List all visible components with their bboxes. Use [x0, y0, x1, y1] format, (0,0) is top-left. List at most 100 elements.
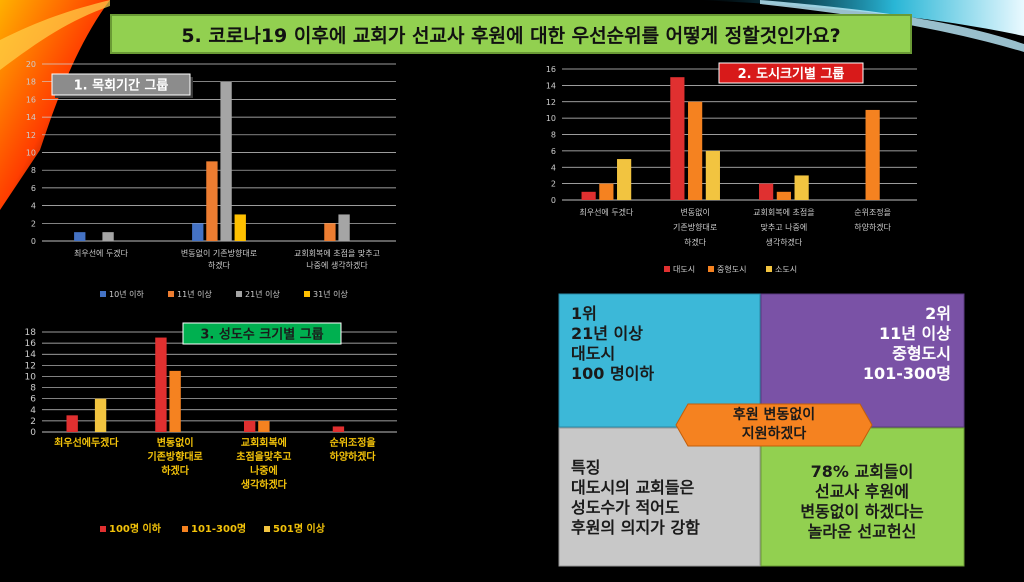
x-category-label-line: 맞추고 나중에 [761, 222, 808, 232]
y-tick-label: 8 [30, 384, 36, 394]
legend-swatch [100, 526, 106, 532]
bar [776, 191, 791, 200]
summary-line: 대도시의 교회들은 [571, 478, 695, 497]
x-category-label-line: 생각하겠다 [765, 237, 802, 247]
x-category-label-line: 순위조정을 [854, 207, 891, 217]
x-category-label-line: 최우선에 두겠다 [74, 248, 129, 258]
summary-center-badge [675, 403, 873, 447]
y-tick-label: 4 [31, 202, 36, 211]
summary-cell-bottom-left [558, 427, 761, 567]
summary-line: 대도시 [571, 344, 616, 363]
legend-swatch [304, 291, 310, 297]
y-tick-label: 12 [26, 131, 36, 140]
bar [705, 150, 720, 200]
bar [581, 191, 596, 200]
summary-line: 변동없이 하겠다는 [800, 502, 924, 521]
x-category-label-line: 하겠다 [161, 464, 189, 477]
bar [155, 337, 167, 432]
y-tick-label: 18 [25, 328, 37, 338]
x-category-label-line: 나중에 생각하겠다 [306, 260, 368, 270]
summary-top-left-text: 1위 21년 이상 대도시 100 명이하 [571, 304, 771, 424]
legend-label: 10년 이하 [109, 289, 144, 299]
x-category-label-line: 최우선에두겠다 [54, 436, 119, 449]
y-tick-label: 6 [551, 147, 556, 156]
legend-swatch [236, 291, 242, 297]
x-category-label-line: 교회회복에 초점을 맞추고 [294, 248, 380, 258]
summary-line: 후원의 의지가 강함 [571, 518, 700, 537]
summary-line: 78% 교회들이 [810, 462, 914, 481]
x-category-label-line: 하양하겠다 [854, 222, 891, 232]
y-tick-label: 12 [546, 98, 556, 107]
legend-swatch [168, 291, 174, 297]
title-banner: 5. 코로나19 이후에 교회가 선교사 후원에 대한 우선순위를 어떻게 정할… [110, 14, 912, 54]
summary-bottom-right-text: 78% 교회들이 선교사 후원에 변동없이 하겠다는 놀라운 선교헌신 [762, 462, 962, 582]
legend-swatch [664, 266, 670, 272]
legend-swatch [766, 266, 772, 272]
x-category-label: 교회회복에 초점을맞추고 나중에 생각하겠다 [236, 436, 291, 491]
x-category-label-line: 하겠다 [684, 237, 707, 247]
y-tick-label: 16 [546, 65, 556, 74]
y-tick-label: 4 [30, 406, 36, 416]
y-tick-label: 14 [25, 350, 37, 360]
legend-swatch [264, 526, 270, 532]
legend-label: 21년 이상 [245, 289, 280, 299]
bar [220, 81, 232, 241]
summary-line: 성도수가 적어도 [571, 498, 680, 517]
legend-swatch [100, 291, 106, 297]
bar [759, 183, 774, 200]
chart-title: 3. 성도수 크기별 그룹 [200, 327, 323, 343]
y-tick-label: 2 [30, 417, 36, 427]
y-tick-label: 0 [551, 196, 556, 205]
y-tick-label: 10 [26, 149, 36, 158]
summary-line: 11년 이상 [879, 324, 951, 343]
y-tick-label: 8 [551, 131, 556, 140]
x-category-label-line: 하양하겠다 [330, 450, 377, 463]
bar [169, 370, 181, 432]
y-tick-label: 0 [31, 237, 36, 246]
y-tick-label: 2 [31, 219, 36, 228]
x-category-label: 최우선에 두겠다 [579, 207, 634, 217]
y-tick-label: 0 [30, 428, 36, 438]
chart-title-badge [182, 322, 342, 345]
summary-cell-bottom-right [760, 427, 965, 567]
y-tick-label: 20 [26, 60, 36, 69]
x-category-label-line: 기존방향대로 [673, 222, 717, 232]
summary-line: 101-300명 [862, 364, 951, 383]
x-category-label-line: 하겠다 [208, 260, 231, 270]
y-tick-label: 6 [30, 395, 36, 405]
bar [670, 77, 685, 200]
legend-label: 101-300명 [191, 522, 246, 535]
legend-label: 11년 이상 [177, 289, 212, 299]
summary-line: 놀라운 선교헌신 [807, 522, 917, 541]
x-category-label: 변동없이 기존방향대로 하겠다 [673, 207, 717, 247]
chart-title-badge [718, 62, 864, 84]
bar [74, 232, 86, 241]
y-tick-label: 14 [26, 113, 36, 122]
y-tick-label: 10 [546, 114, 556, 123]
summary-line: 2위 [925, 304, 951, 323]
bar [338, 214, 350, 241]
bar [234, 214, 246, 241]
x-category-label-line: 순위조정을 [330, 436, 376, 449]
summary-line: 선교사 후원에 [815, 482, 909, 501]
chart-title: 2. 도시크기별 그룹 [738, 66, 845, 82]
legend-label: 100명 이하 [109, 522, 162, 535]
legend-label: 중형도시 [717, 265, 746, 274]
y-tick-label: 8 [31, 166, 36, 175]
summary-center-text: 후원 변동없이 지원하겠다 [674, 406, 874, 448]
bar [599, 183, 614, 200]
y-tick-label: 16 [25, 339, 37, 349]
bar [794, 175, 809, 200]
x-category-label-line: 기존방향대로 [148, 450, 203, 463]
summary-line: 특징 [571, 458, 601, 477]
summary-top-right-text: 2위 11년 이상 중형도시 101-300명 [751, 304, 951, 424]
x-category-label: 최우선에두겠다 [54, 436, 119, 449]
legend-label: 대도시 [673, 265, 695, 274]
summary-bottom-left-text: 특징 대도시의 교회들은 성도수가 적어도 후원의 의지가 강함 [571, 458, 771, 578]
summary-line: 21년 이상 [571, 324, 643, 343]
bar [243, 420, 256, 432]
